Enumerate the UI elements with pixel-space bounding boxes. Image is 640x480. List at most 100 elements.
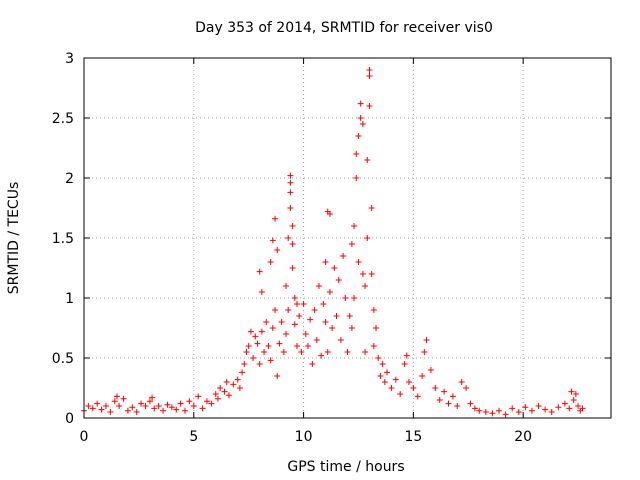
data-point xyxy=(289,223,296,229)
data-point xyxy=(304,343,311,349)
data-point xyxy=(283,283,290,289)
data-point xyxy=(149,394,156,401)
y-tick-label: 0 xyxy=(65,411,74,427)
data-point xyxy=(401,361,408,367)
data-point xyxy=(247,328,254,335)
data-point xyxy=(566,405,573,412)
data-point xyxy=(458,379,465,385)
data-point xyxy=(502,411,509,418)
data-point xyxy=(318,352,325,359)
data-point xyxy=(190,403,197,409)
data-point xyxy=(568,388,575,395)
data-point xyxy=(366,73,373,79)
y-tick-label: 2.5 xyxy=(52,111,74,127)
data-point xyxy=(129,404,136,411)
data-point xyxy=(384,369,391,376)
data-point xyxy=(276,340,283,347)
data-point xyxy=(177,400,184,407)
data-point xyxy=(293,301,300,307)
data-point xyxy=(555,404,562,411)
data-point xyxy=(258,328,265,335)
data-point xyxy=(94,400,101,407)
data-point xyxy=(357,100,364,107)
data-point xyxy=(203,398,210,405)
data-point xyxy=(267,357,274,364)
data-point xyxy=(221,388,228,395)
data-point xyxy=(405,379,412,385)
data-point xyxy=(107,409,114,415)
data-point xyxy=(379,361,386,367)
data-point xyxy=(124,407,131,414)
data-point xyxy=(421,349,428,355)
data-point xyxy=(364,157,371,163)
data-point xyxy=(368,271,375,277)
data-point xyxy=(397,391,404,397)
data-point xyxy=(333,313,340,319)
data-point xyxy=(403,352,410,359)
data-point xyxy=(309,361,316,367)
data-point xyxy=(326,211,333,217)
data-point xyxy=(155,403,162,409)
data-point xyxy=(300,301,307,307)
data-point xyxy=(287,189,294,196)
data-point xyxy=(572,391,579,397)
data-point xyxy=(427,367,434,373)
data-point xyxy=(414,393,421,400)
data-point xyxy=(225,392,232,399)
data-point xyxy=(454,403,461,409)
data-point xyxy=(102,403,109,409)
data-point xyxy=(263,319,270,325)
data-point xyxy=(342,295,349,301)
data-point xyxy=(208,400,215,407)
data-point xyxy=(113,393,120,400)
data-point xyxy=(258,289,265,295)
data-point xyxy=(283,331,290,337)
data-point xyxy=(467,400,474,407)
data-point xyxy=(436,397,443,403)
data-point xyxy=(482,409,489,415)
data-point xyxy=(359,121,366,127)
data-point xyxy=(278,319,285,325)
data-point xyxy=(274,247,281,253)
data-point xyxy=(265,343,272,349)
data-point xyxy=(542,406,549,413)
data-point xyxy=(85,403,92,409)
data-point xyxy=(256,361,263,367)
data-point xyxy=(432,385,439,391)
data-point xyxy=(344,349,351,355)
data-point xyxy=(133,409,140,415)
data-point xyxy=(528,407,535,414)
data-point xyxy=(98,406,105,413)
data-point xyxy=(449,393,456,400)
data-point xyxy=(239,369,246,376)
data-point xyxy=(250,355,257,361)
data-point xyxy=(324,349,331,355)
data-point xyxy=(254,340,261,347)
data-point xyxy=(289,241,296,247)
data-point xyxy=(476,407,483,414)
data-point xyxy=(296,313,303,319)
data-point xyxy=(370,343,377,349)
data-point xyxy=(410,385,417,391)
data-point xyxy=(272,307,279,313)
data-point xyxy=(164,401,171,408)
y-tick-label: 2 xyxy=(65,171,74,187)
data-point xyxy=(311,307,318,313)
chart-title: Day 353 of 2014, SRMTID for receiver vis… xyxy=(195,20,493,36)
data-point xyxy=(329,325,336,331)
x-tick-label: 0 xyxy=(80,429,89,445)
data-point xyxy=(368,205,375,211)
data-point xyxy=(357,115,364,121)
data-point xyxy=(463,385,470,391)
x-tick-label: 20 xyxy=(514,429,532,445)
data-point xyxy=(348,241,355,247)
data-point xyxy=(364,235,371,241)
data-point xyxy=(261,349,268,355)
x-tick-labels: 0 5 10 15 20 xyxy=(80,429,533,445)
x-tick-label: 15 xyxy=(404,429,422,445)
data-point xyxy=(142,403,149,409)
data-point xyxy=(291,321,298,328)
data-point xyxy=(570,397,577,403)
data-point xyxy=(370,307,377,313)
